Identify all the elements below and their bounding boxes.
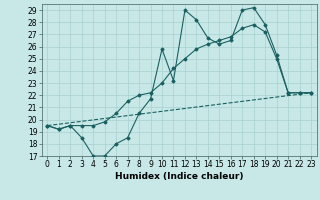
X-axis label: Humidex (Indice chaleur): Humidex (Indice chaleur) bbox=[115, 172, 244, 181]
